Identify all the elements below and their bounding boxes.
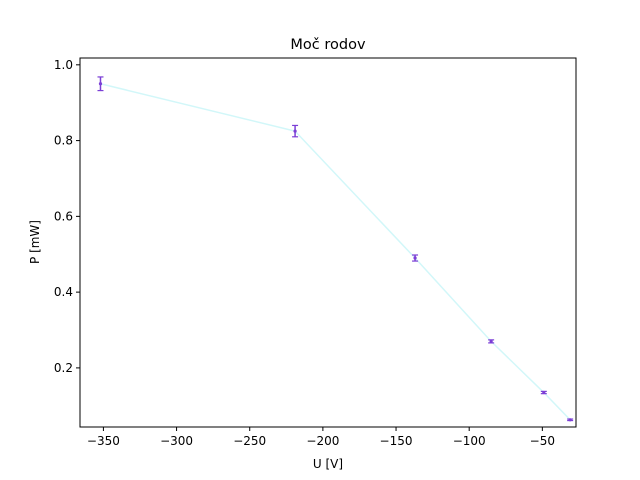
x-tick-label: −150: [380, 434, 413, 448]
y-tick-label: 0.6: [54, 209, 73, 223]
data-point: [542, 390, 546, 395]
x-tick-label: −100: [453, 434, 486, 448]
plot-frame: [79, 57, 577, 428]
data-point: [568, 418, 572, 422]
y-tick-label: 0.2: [54, 361, 73, 375]
y-tick-label: 1.0: [54, 58, 73, 72]
y-axis-title: P [mW]: [28, 220, 42, 264]
plot-layer: [97, 76, 574, 422]
data-point: [413, 256, 417, 260]
x-tick-label: −200: [306, 434, 339, 448]
y-tick-label: 0.8: [54, 134, 73, 148]
data-point: [98, 82, 103, 86]
y-tick-label: 0.4: [54, 285, 73, 299]
tick-layer: −350 −300 −250 −200 −150 −100 −50 0.2 0.4 0.6 0.8 1…: [54, 58, 555, 448]
x-tick-label: −350: [87, 434, 120, 448]
series-line: [100, 83, 571, 421]
x-tick-label: −300: [160, 434, 193, 448]
x-axis-title: U [V]: [313, 457, 343, 471]
chart-title: Moč rodov: [290, 37, 366, 53]
data-point: [489, 339, 493, 343]
x-tick-label: −50: [530, 434, 555, 448]
x-tick-label: −250: [233, 434, 266, 448]
data-point: [293, 129, 297, 133]
